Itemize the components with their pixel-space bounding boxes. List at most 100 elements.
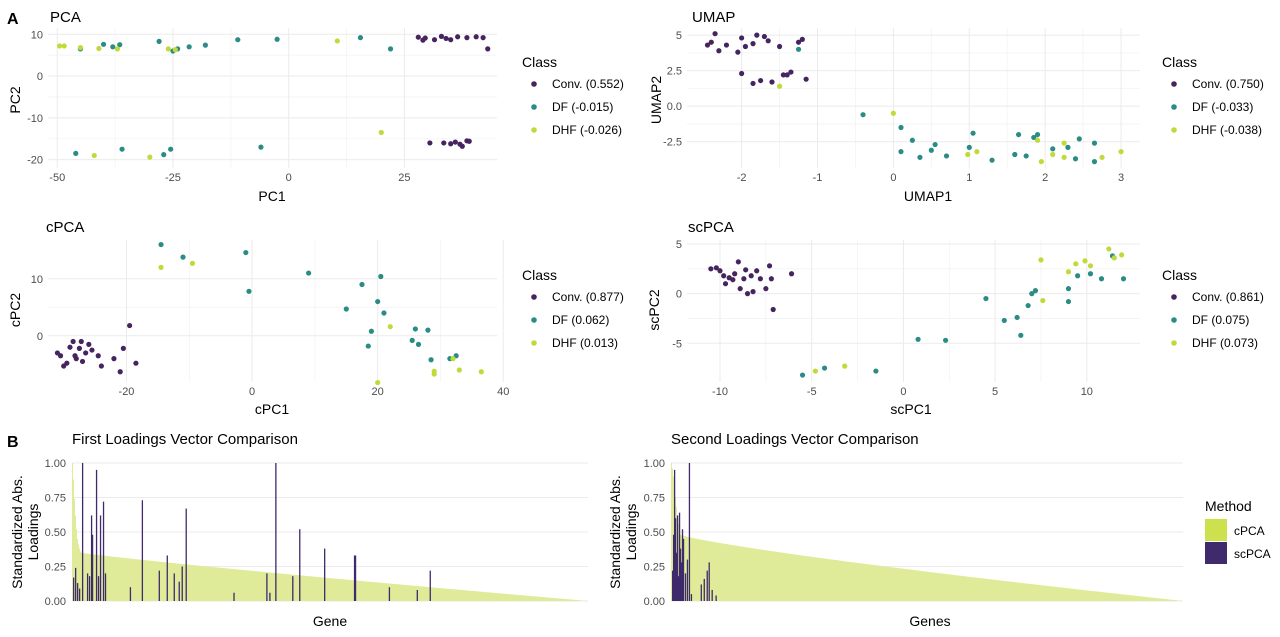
point-df <box>1065 286 1072 292</box>
point-dhf <box>1061 140 1067 146</box>
point-df <box>258 144 264 150</box>
scpca-loading-bar <box>686 559 689 601</box>
point-df <box>1050 146 1056 152</box>
point-df <box>375 298 381 305</box>
point-conv <box>758 77 764 84</box>
point-df <box>415 341 422 347</box>
y-tick-label: 0 <box>37 331 43 343</box>
point-df <box>1065 298 1072 305</box>
pca-scatter-chart: PCA -50 -25 0 25 -20 -10 0 10 PC1 PC2 Class Conv… <box>7 9 624 204</box>
x-tick-label: -20 <box>119 386 135 398</box>
y-axis-label-line1: Standardized Abs. <box>607 475 623 589</box>
y-tick-label: 0.75 <box>644 493 665 505</box>
x-tick-label: 20 <box>372 386 384 398</box>
point-df <box>942 337 949 343</box>
cpca-loadings-area <box>671 463 1183 601</box>
chart-title: PCA <box>50 9 81 26</box>
x-tick-label: 40 <box>497 386 509 398</box>
point-conv <box>466 138 472 144</box>
point-df <box>387 46 394 52</box>
point-conv <box>95 353 101 359</box>
y-tick-label: 1.00 <box>45 458 66 470</box>
point-df <box>1072 156 1079 162</box>
point-conv <box>485 46 491 52</box>
legend-key-dhf <box>1171 340 1177 346</box>
legend-key-dhf <box>531 340 537 346</box>
point-dhf <box>1061 154 1067 160</box>
point-dhf <box>1073 261 1079 267</box>
point-df <box>1120 276 1127 282</box>
scpca-loading-bar <box>173 573 175 601</box>
point-dhf <box>1082 258 1088 264</box>
point-conv <box>76 345 82 351</box>
x-tick-label: 0 <box>286 172 292 184</box>
scpca-loading-bar <box>78 588 81 601</box>
point-conv <box>120 345 126 351</box>
x-axis-label: Gene <box>313 613 347 629</box>
x-axis-label: scPC1 <box>890 401 931 417</box>
point-df <box>970 130 976 136</box>
scpca-loading-bar <box>74 567 77 601</box>
point-conv <box>735 259 741 265</box>
point-dhf <box>842 363 848 369</box>
scpca-loading-bar <box>178 581 180 601</box>
point-conv <box>770 306 776 313</box>
scpca-loading-bar <box>684 573 687 601</box>
x-tick-label: -50 <box>49 172 65 184</box>
point-dhf <box>158 264 164 270</box>
point-conv <box>761 33 767 40</box>
point-df <box>1012 151 1018 158</box>
x-tick-label: 10 <box>1081 386 1093 398</box>
point-dhf <box>1119 252 1125 258</box>
point-conv <box>73 356 79 362</box>
point-conv <box>784 72 790 78</box>
point-df <box>357 35 364 41</box>
x-tick-label: -1 <box>813 172 823 184</box>
x-tick-label: 1 <box>966 172 972 184</box>
point-df <box>966 144 972 150</box>
chart-title: cPCA <box>46 219 84 236</box>
scpca-loading-bar <box>88 576 91 601</box>
legend-title: Class <box>522 54 557 70</box>
point-dhf <box>431 368 437 374</box>
point-dhf <box>387 324 393 330</box>
point-df <box>1098 276 1105 282</box>
point-df <box>1065 144 1071 150</box>
y-axis-label: PC2 <box>7 86 23 113</box>
scpca-loading-bar <box>416 589 418 601</box>
point-df <box>110 44 116 50</box>
scpca-loading-bar <box>706 570 708 601</box>
y-tick-label: -5 <box>672 338 682 350</box>
point-df <box>428 357 434 363</box>
x-tick-label: -10 <box>712 386 728 398</box>
y-tick-label: 0.25 <box>644 562 665 574</box>
point-df <box>246 288 252 294</box>
x-tick-label: 0 <box>249 386 255 398</box>
point-df <box>119 146 125 152</box>
scpca-loading-bar <box>99 515 102 601</box>
point-dhf <box>165 46 171 52</box>
y-tick-label: -20 <box>27 155 43 167</box>
point-df <box>359 281 365 288</box>
point-dhf <box>172 47 178 53</box>
point-dhf <box>77 45 84 51</box>
point-dhf <box>114 46 121 52</box>
legend-swatch-cpca <box>1205 519 1227 541</box>
legend-key-conv <box>1171 294 1177 300</box>
x-tick-label: -25 <box>165 172 181 184</box>
x-axis-label: PC1 <box>258 188 285 204</box>
point-dhf <box>1118 149 1124 155</box>
point-dhf <box>147 154 153 160</box>
point-conv <box>443 35 449 42</box>
point-df <box>1091 140 1098 146</box>
point-conv <box>415 34 421 40</box>
point-conv <box>750 289 756 295</box>
point-dhf <box>1034 137 1041 143</box>
point-conv <box>780 72 786 78</box>
legend-label-df: DF (0.075) <box>1192 313 1249 327</box>
point-conv <box>448 141 454 147</box>
point-df <box>1001 317 1007 324</box>
legend-key-dhf <box>1171 127 1177 133</box>
legend-label-dhf: DHF (0.073) <box>1192 336 1258 350</box>
legend-key-df <box>531 317 537 323</box>
